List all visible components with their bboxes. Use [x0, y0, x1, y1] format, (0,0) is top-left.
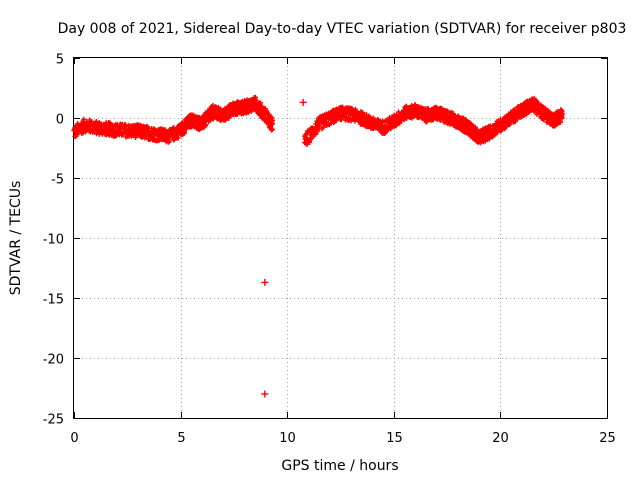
data-point [149, 133, 155, 139]
data-point [269, 119, 275, 125]
data-point [120, 131, 126, 137]
data-point [145, 125, 151, 131]
chart-title: Day 008 of 2021, Sidereal Day-to-day VTE… [58, 21, 627, 37]
data-point [245, 109, 251, 115]
axis-ticks: 0 5 10 15 20 25 -25 -20 -15 -10 -5 0 5 [43, 53, 616, 447]
y-tick-label: -20 [43, 353, 64, 368]
x-tick-label: 20 [492, 431, 509, 446]
data-point [203, 122, 209, 128]
data-point [89, 118, 95, 124]
data-point [175, 135, 181, 141]
outlier-point [299, 98, 307, 106]
data-point [162, 127, 168, 133]
data-point [113, 133, 119, 139]
plot-frame [73, 57, 608, 419]
y-tick-label: 5 [56, 53, 64, 68]
outlier-point [261, 390, 269, 398]
data-point [181, 129, 187, 135]
data-point [166, 139, 172, 145]
y-tick-label: -5 [51, 173, 64, 188]
y-tick-label: -10 [43, 233, 64, 248]
x-tick-label: 0 [70, 431, 78, 446]
x-tick-label: 5 [177, 431, 185, 446]
y-tick-label: -25 [43, 413, 64, 428]
x-tick-label: 25 [599, 431, 616, 446]
data-point [264, 108, 270, 114]
data-point [315, 128, 321, 134]
outlier-point [261, 278, 269, 286]
data-point [309, 135, 315, 141]
data-point [94, 119, 100, 125]
data-point [81, 116, 87, 122]
data-points [71, 94, 566, 398]
data-point [258, 100, 264, 106]
x-tick-label: 10 [279, 431, 296, 446]
x-tick-label: 15 [386, 431, 403, 446]
data-point [202, 123, 208, 129]
y-tick-label: 0 [56, 113, 64, 128]
data-point [268, 127, 274, 133]
data-point [313, 131, 319, 137]
y-tick-label: -15 [43, 293, 64, 308]
y-axis-label: SDTVAR / TECUs [8, 181, 24, 296]
x-axis-label: GPS time / hours [281, 458, 398, 474]
